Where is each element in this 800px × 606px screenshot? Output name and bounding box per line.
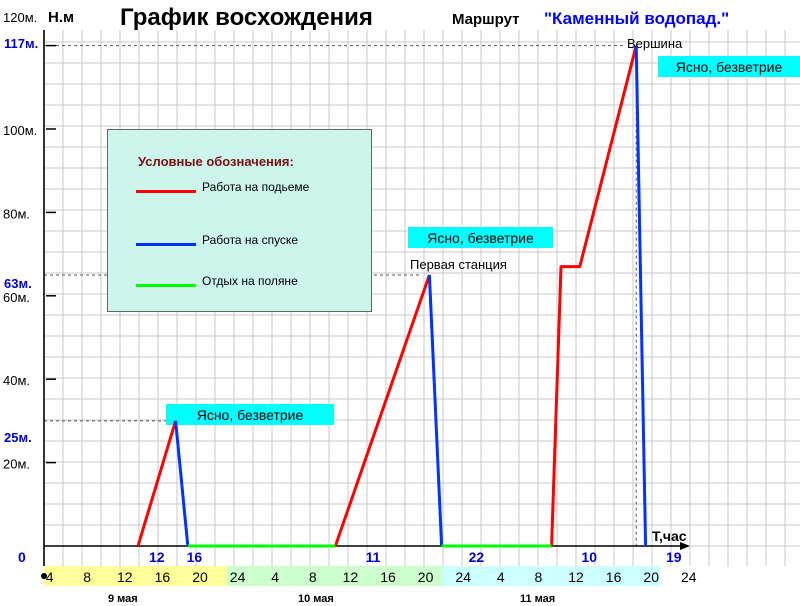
y-tick-label: 60м. (3, 290, 30, 305)
weather-label: Ясно, безветрие (197, 407, 304, 423)
chart-legend: Условные обозначения: Работа на подьеме … (107, 129, 372, 312)
legend-item-rest: Отдых на поляне (136, 274, 366, 294)
day-bands: 9 мая 10 мая 11 мая 4 8 12 16 20 24 4 8 12 16 20 24 4 8 1… (41, 566, 697, 605)
legend-swatch (136, 190, 196, 193)
weather-label-bg (658, 56, 800, 77)
hour-tick-label: 8 (535, 569, 543, 585)
time-marker-label: 22 (469, 549, 485, 565)
legend-label: Отдых на поляне (202, 274, 298, 288)
x-axis-arrow (680, 542, 690, 550)
series-line (174, 420, 190, 547)
time-marker-label: 11 (366, 549, 381, 565)
y-axis-label: Н.м (48, 9, 74, 26)
y-tick-label: 80м. (3, 206, 30, 221)
hour-tick-label: 16 (155, 569, 171, 585)
legend-swatch (136, 284, 196, 287)
y-tick-label: 100м. (3, 123, 37, 138)
series-layer (136, 45, 648, 548)
day-band (44, 566, 227, 586)
legend-title: Условные обозначения: (138, 154, 294, 169)
key-height-label: 25м. (4, 430, 32, 445)
day-label: 11 мая (520, 593, 555, 605)
route-label: Маршрут (452, 11, 520, 28)
day-band (227, 566, 442, 586)
time-marker-label: 19 (666, 549, 682, 565)
weather-labels: Ясно, безветрие Ясно, безветрие Ясно, безв… (166, 56, 800, 425)
day-label: 10 мая (298, 593, 334, 605)
route-name: "Каменный водопад." (544, 9, 729, 28)
weather-label: Ясно, безветрие (427, 230, 534, 246)
first-station-annotation: Первая станция (410, 257, 507, 272)
hour-tick-label: 16 (606, 569, 622, 585)
time-marker-label: 10 (581, 549, 597, 565)
time-marker-label: 12 (149, 549, 165, 565)
weather-label: Ясно, безветрие (676, 59, 783, 75)
weather-label-bg (166, 404, 334, 425)
tick-labels: 100м. 80м. 60м. 40м. 20м. 117м. 63м. 25м. 0 12 16 1… (3, 36, 682, 565)
time-marker-label: 16 (187, 549, 203, 565)
key-height-label: 117м. (4, 36, 38, 51)
series-line (550, 45, 638, 547)
hour-tick-label: 8 (83, 569, 91, 585)
hour-tick-label: 20 (418, 569, 434, 585)
weather-label-bg (408, 227, 553, 248)
series-line (333, 274, 431, 547)
hour-tick-label: 24 (681, 569, 697, 585)
x-axis-label: T,час (652, 528, 687, 544)
legend-swatch (136, 243, 196, 246)
hour-tick-label: 24 (455, 569, 471, 585)
hour-tick-label: 4 (46, 569, 54, 585)
legend-label: Работа на подьеме (202, 180, 310, 194)
series-line (136, 420, 178, 547)
series-line (634, 45, 648, 547)
hour-tick-label: 4 (271, 569, 279, 585)
y-tick-label: 120м. (3, 10, 37, 25)
summit-annotation: Вершина (627, 36, 683, 51)
legend-item-descent: Работа на спуске (136, 233, 366, 253)
day-band (442, 566, 660, 586)
chart-axes (43, 30, 690, 566)
hour-tick-label: 12 (568, 569, 584, 585)
key-height-label: 63м. (4, 276, 32, 291)
hour-tick-label: 24 (230, 569, 246, 585)
day-label: 9 мая (108, 593, 138, 605)
y-tick-label: 40м. (3, 373, 30, 388)
x-origin-label: 0 (18, 549, 26, 565)
legend-label: Работа на спуске (202, 233, 298, 247)
hour-tick-label: 4 (497, 569, 505, 585)
legend-item-ascent: Работа на подьеме (136, 180, 366, 200)
hour-tick-label: 20 (192, 569, 208, 585)
hour-tick-label: 12 (343, 569, 359, 585)
hour-tick-label: 20 (643, 569, 659, 585)
hour-tick-label: 8 (309, 569, 317, 585)
hour-tick-label: 16 (380, 569, 396, 585)
y-tick-label: 20м. (3, 457, 30, 472)
series-line (427, 274, 444, 547)
axis-origin-dot (41, 573, 47, 579)
hour-tick-label: 12 (117, 569, 133, 585)
page-title: График восхождения (120, 4, 373, 31)
